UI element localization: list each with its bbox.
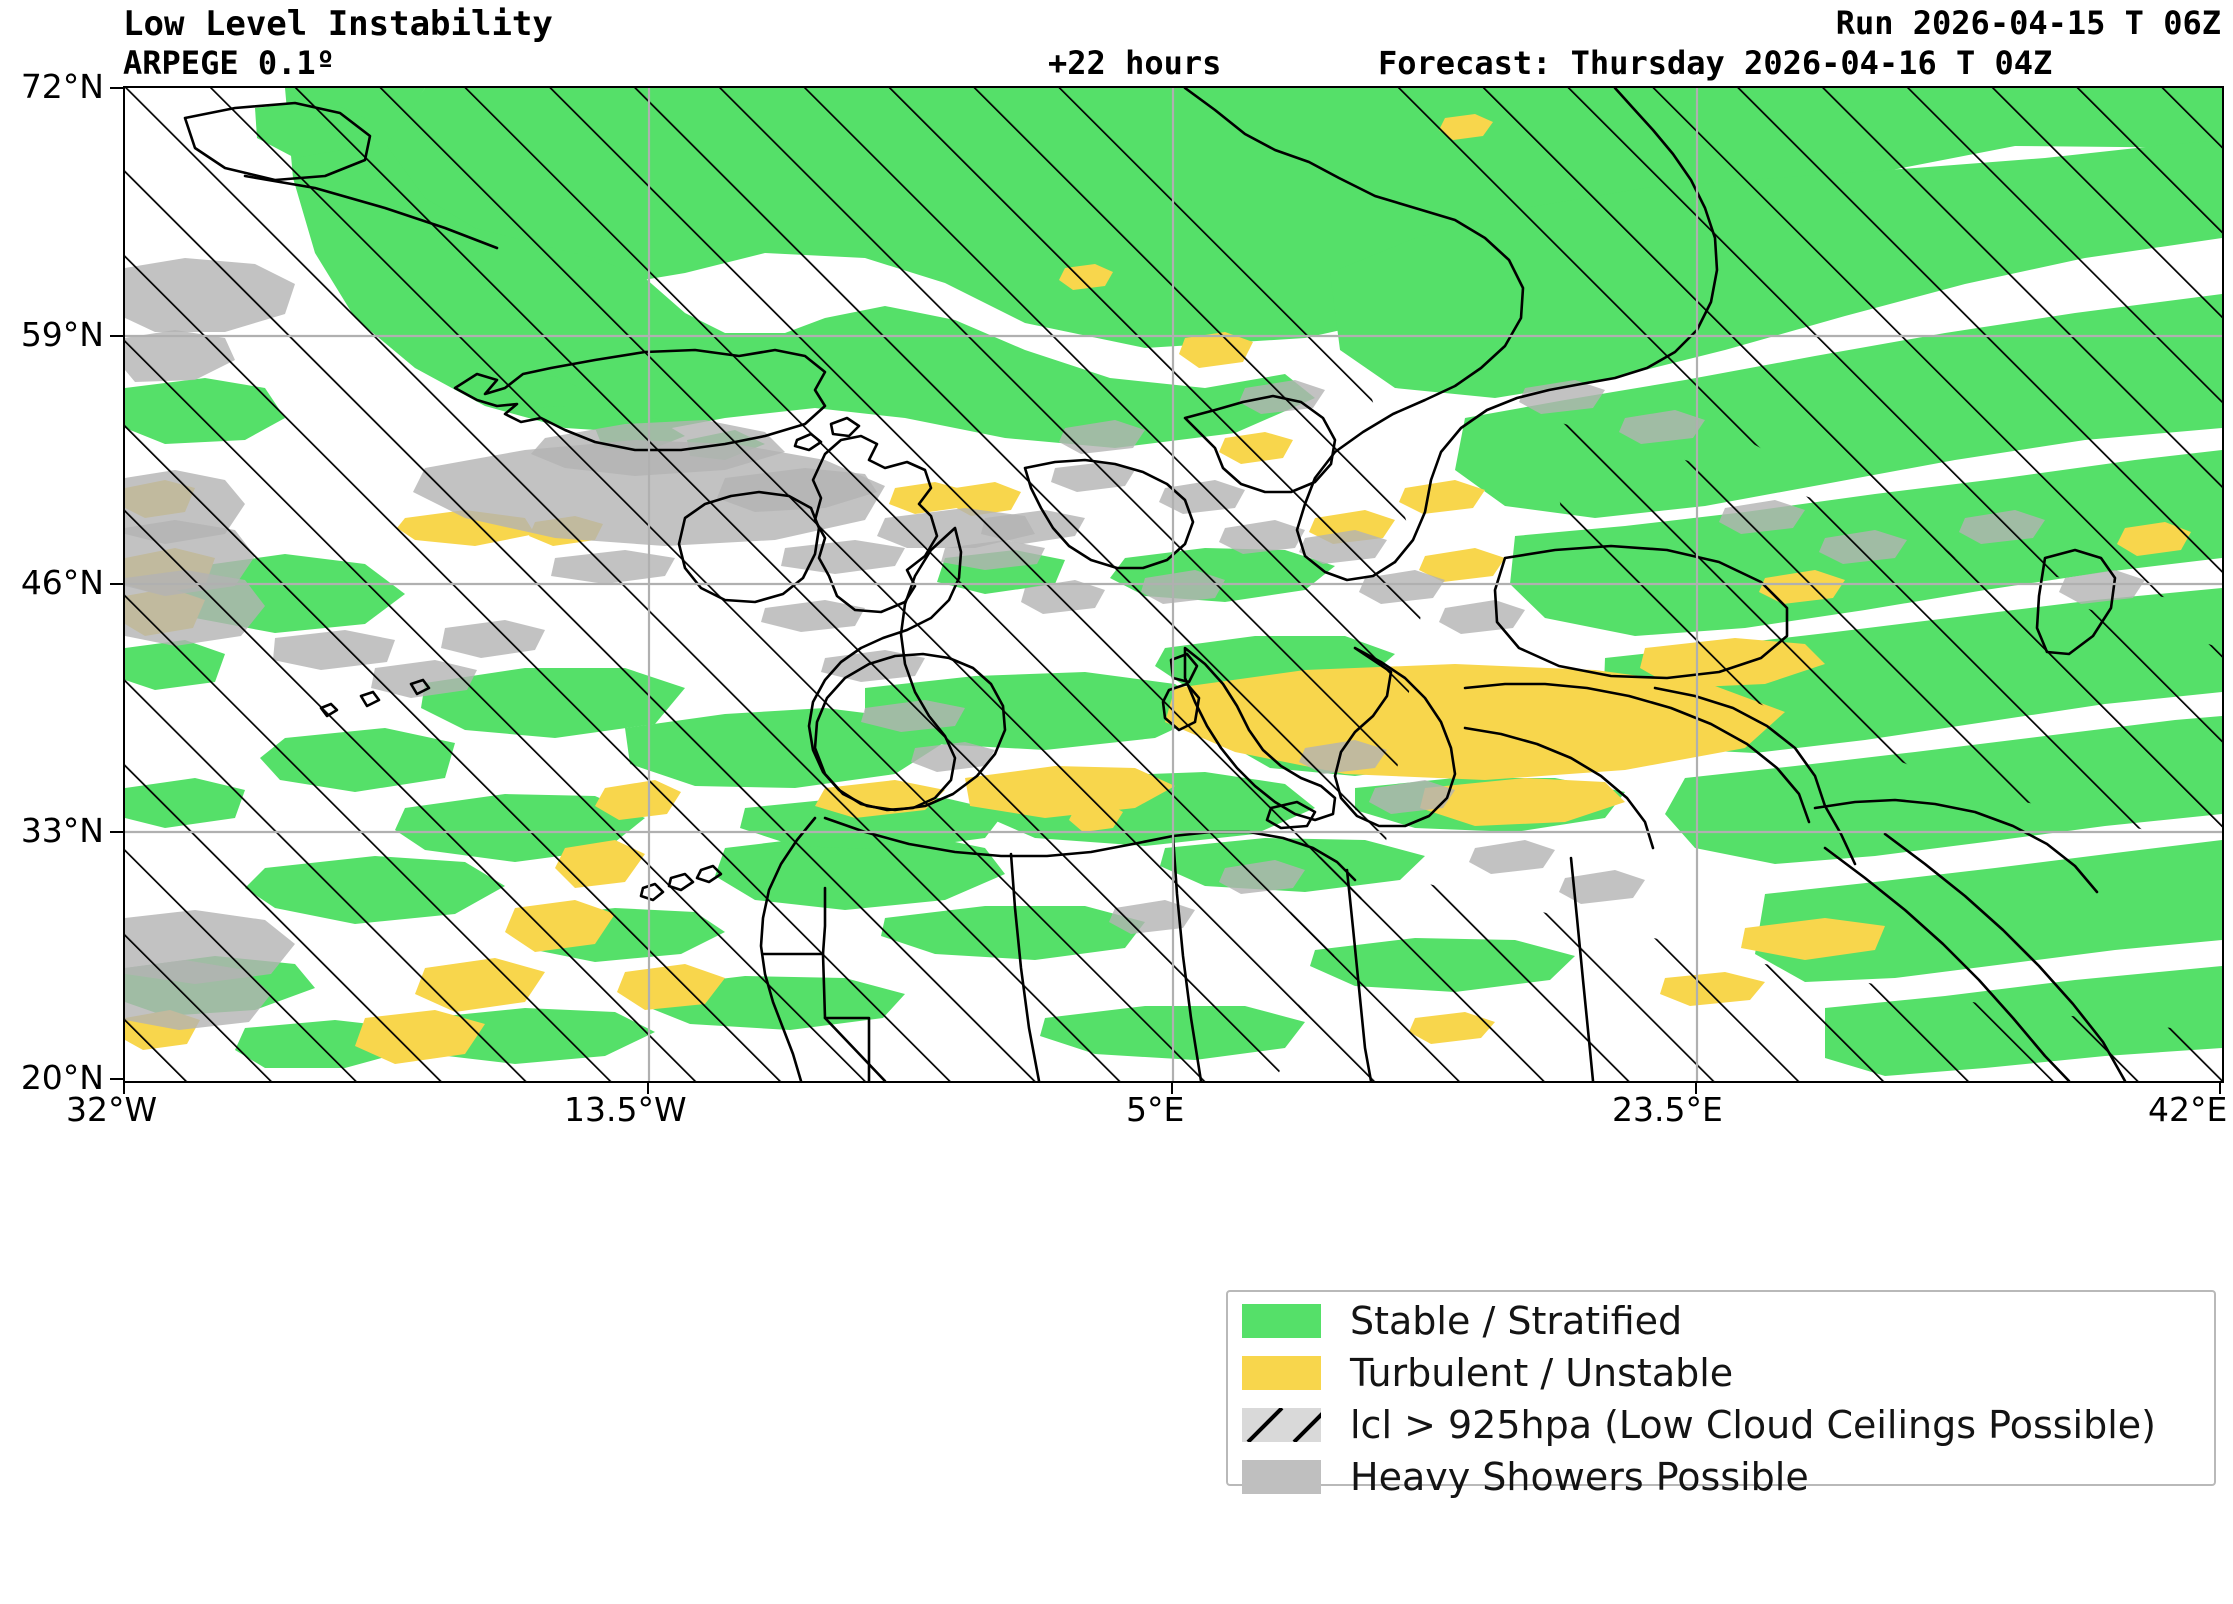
x-axis-tick-2 [1171,1081,1173,1094]
legend-item-stable: Stable / Stratified [1242,1301,1682,1341]
y-axis-label-0: 72°N [20,67,104,106]
x-axis-label-2: 5°E [1126,1090,1185,1129]
lead-time-label: +22 hours [1048,44,1222,82]
y-axis-label-1: 59°N [20,315,104,354]
page-title: Low Level Instability [123,4,553,44]
y-axis-label-2: 46°N [20,563,104,602]
x-axis-tick-1 [647,1081,649,1094]
legend-label-lcl: lcl > 925hpa (Low Cloud Ceilings Possibl… [1350,1403,2156,1447]
legend-item-turbulent: Turbulent / Unstable [1242,1353,1733,1393]
y-axis-tick-0 [110,87,125,89]
graticule-layer [125,88,2222,1081]
legend-label-stable: Stable / Stratified [1350,1299,1683,1343]
y-axis-tick-4 [110,1078,125,1080]
legend-item-lcl: lcl > 925hpa (Low Cloud Ceilings Possibl… [1242,1405,2156,1445]
x-axis-label-4: 42°E [2148,1090,2228,1129]
y-axis-tick-2 [110,583,125,585]
run-label: Run 2026-04-15 T 06Z [1835,4,2221,42]
legend-swatch-turbulent [1242,1356,1321,1390]
x-axis-label-0: 32°W [66,1090,158,1129]
legend-item-showers: Heavy Showers Possible [1242,1457,1809,1497]
x-axis-tick-4 [2219,1081,2221,1094]
x-axis-tick-0 [123,1081,125,1094]
model-label: ARPEGE 0.1º [123,44,335,82]
legend-label-showers: Heavy Showers Possible [1350,1455,1809,1499]
legend-label-turbulent: Turbulent / Unstable [1350,1351,1734,1395]
forecast-valid-label: Forecast: Thursday 2026-04-16 T 04Z [1378,44,2053,82]
map-canvas[interactable] [123,86,2224,1083]
y-axis-tick-3 [110,831,125,833]
legend-swatch-showers [1242,1460,1321,1494]
map-legend: Stable / Stratified Turbulent / Unstable… [1226,1290,2216,1496]
coastline-layer [183,88,2127,1081]
map-svg [125,88,2222,1081]
y-axis-label-3: 33°N [20,811,104,850]
legend-swatch-lcl-hatch [1242,1408,1321,1442]
legend-hatch-icon [1246,1408,1321,1442]
x-axis-tick-3 [1695,1081,1697,1094]
x-axis-label-3: 23.5°E [1612,1090,1723,1129]
y-axis-label-4: 20°N [20,1058,104,1097]
legend-swatch-stable [1242,1304,1321,1338]
y-axis-tick-1 [110,335,125,337]
x-axis-label-1: 13.5°W [564,1090,687,1129]
